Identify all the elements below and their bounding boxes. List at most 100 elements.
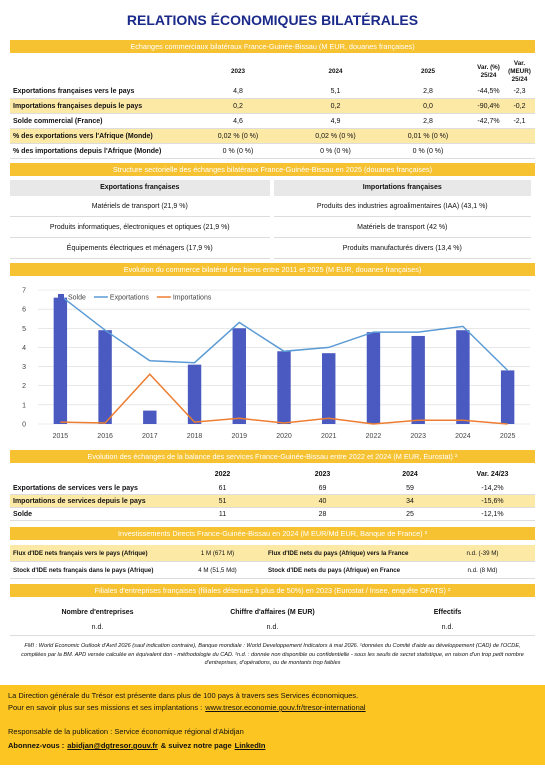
table-cell: -14,2%	[450, 482, 535, 495]
bar	[456, 330, 470, 424]
table-cell: 2,8	[383, 113, 473, 129]
table-cell: -90,4%	[473, 98, 504, 114]
column-header: 2022	[214, 471, 231, 478]
table-cell: 51	[170, 494, 275, 508]
bar	[277, 351, 291, 424]
section-header: Structure sectorielle des échanges bilat…	[10, 163, 535, 176]
linkedin-link[interactable]: LinkedIn	[234, 741, 266, 750]
column-header	[10, 60, 188, 84]
table-row: Équipements électriques et ménagers (17,…	[10, 237, 535, 259]
x-tick-label: 2015	[53, 433, 69, 440]
table-cell: 1 M (671 M)	[170, 545, 265, 562]
bar	[143, 410, 157, 424]
table-cell: 4 M (51,5 Md)	[170, 561, 265, 579]
table-cell: 40	[275, 494, 370, 508]
table-cell: 0,2	[188, 98, 288, 114]
footer-more-label: Pour en savoir plus sur ses missions et …	[8, 703, 203, 712]
table-cell: 2,8	[383, 84, 473, 99]
line	[60, 373, 508, 425]
table-cell: 0,0	[383, 98, 473, 114]
header-row: Nombre d'entreprises Chiffre d'affaires (…	[10, 605, 535, 620]
y-tick-label: 0	[22, 422, 26, 429]
x-tick-label: 2025	[500, 433, 516, 440]
header-row: 2023 2024 2025 Var. (%) 25/24 Var. (MEUR) 25…	[10, 60, 535, 84]
table-cell: Stock d'IDE nets français dans le pays (…	[10, 561, 170, 579]
legend-item: Importations	[156, 295, 212, 302]
table-row: n.d. n.d. n.d.	[10, 620, 535, 636]
table-cell: 28	[275, 507, 370, 521]
column-header: Chiffre d'affaires (M EUR)	[230, 608, 315, 616]
x-tick-label: 2022	[366, 433, 382, 440]
x-tick-label: 2019	[231, 433, 247, 440]
table-cell: -44,5%	[473, 84, 504, 99]
bar	[53, 297, 68, 424]
section-header: Evolution du commerce bilatéral des bien…	[10, 263, 535, 276]
table-row: Solde 11 28 25 -12,1%	[10, 507, 535, 521]
y-tick-label: 3	[22, 364, 26, 371]
table-row: Importations de services depuis le pays 5…	[10, 494, 535, 508]
fdi-section: Investissements Directs France-Guinée-Bi…	[10, 527, 535, 579]
column-header: 2025	[420, 68, 435, 75]
table-cell: -15,6%	[450, 494, 535, 508]
email-link[interactable]: abidjan@dgtresor.gouv.fr	[67, 741, 158, 750]
x-tick-label: 2024	[455, 433, 471, 440]
table-row: Stock d'IDE nets français dans le pays (…	[10, 561, 535, 579]
y-tick-label: 1	[22, 402, 26, 409]
legend-item: Solde	[58, 294, 86, 302]
table-cell: % des importations depuis l'Afrique (Mon…	[10, 143, 188, 159]
table-row: Importations françaises depuis le pays 0,…	[10, 98, 535, 114]
bar	[322, 353, 336, 424]
table-row: Exportations françaises vers le pays 4,8 5…	[10, 84, 535, 99]
table-cell: Exportations françaises vers le pays	[10, 84, 188, 99]
bar	[98, 330, 112, 424]
section-header: Evolution des échanges de la balance des…	[10, 450, 535, 463]
table-cell: Importations françaises depuis le pays	[10, 98, 188, 114]
table-cell: 69	[275, 482, 370, 495]
chart: 0 1 2 3 4 5 6 7 2015 2016 2017 2018 2019 2020 2021 2022…	[22, 288, 530, 440]
bar	[187, 364, 202, 424]
table-cell: -12,1%	[450, 507, 535, 521]
table-cell: Matériels de transport (42 %)	[271, 216, 535, 238]
table-cell: n.d.	[360, 620, 535, 636]
column-header: Var. (MEUR) 25/24	[508, 60, 531, 83]
column-header: Effectifs	[433, 608, 462, 616]
table-cell: n.d. (-39 M)	[430, 545, 535, 562]
table-row: % des importations depuis l'Afrique (Mon…	[10, 143, 535, 159]
table-cell: Solde commercial (France)	[10, 113, 188, 129]
footer-subscribe: Abonnez-vous : abidjan@dgtresor.gouv.fr & …	[8, 741, 265, 750]
bar	[411, 335, 425, 424]
table-cell: Produits informatiques, électroniques et…	[10, 216, 274, 238]
section-header: Investissements Directs France-Guinée-Bi…	[10, 527, 535, 540]
structure-section: Structure sectorielle des échanges bilat…	[10, 163, 535, 259]
table-row: Flux d'IDE nets français vers le pays (A…	[10, 545, 535, 562]
column-header: Importations françaises	[271, 180, 535, 196]
subsidiaries-table: Nombre d'entreprises Chiffre d'affaires (…	[10, 605, 535, 636]
footnote: FMI : World Economic Outlook d'Avril 202…	[21, 643, 524, 667]
table-cell: Solde	[10, 507, 170, 521]
table-cell: 0 % (0 %)	[288, 143, 383, 159]
column-header: 2023	[230, 68, 245, 75]
table-cell: 4,6	[188, 113, 288, 129]
table-cell: Matériels de transport (21,9 %)	[10, 196, 274, 217]
fdi-table: Flux d'IDE nets français vers le pays (A…	[10, 545, 535, 579]
table-cell: Exportations de services vers le pays	[10, 482, 170, 495]
legend-swatch	[58, 294, 64, 300]
table-cell: Importations de services depuis le pays	[10, 494, 170, 508]
column-header: Var. 24/23	[476, 471, 509, 478]
table-cell: 0,02 % (0 %)	[188, 128, 288, 144]
header-row: Exportations françaises Importations fran…	[10, 180, 535, 196]
services-table: 2022 2023 2024 Var. 24/23 Exportations de se…	[10, 468, 535, 521]
table-row: Solde commercial (France) 4,6 4,9 2,8 -42,7%…	[10, 113, 535, 129]
table-cell	[473, 128, 504, 144]
table-cell: 11	[170, 507, 275, 521]
section-header: Echanges commerciaux bilatéraux France-G…	[10, 40, 535, 53]
x-tick-label: 2018	[187, 433, 203, 440]
table-cell: 34	[370, 494, 450, 508]
x-tick-label: 2016	[97, 433, 113, 440]
y-tick-label: 2	[22, 383, 26, 390]
website-link[interactable]: www.tresor.economie.gouv.fr/tresor-inter…	[205, 703, 366, 712]
footer-more: Pour en savoir plus sur ses missions et …	[8, 703, 366, 712]
page-title: RELATIONS ÉCONOMIQUES BILATÉRALES	[126, 12, 419, 28]
bar	[232, 328, 246, 424]
y-tick-label: 6	[22, 307, 26, 314]
